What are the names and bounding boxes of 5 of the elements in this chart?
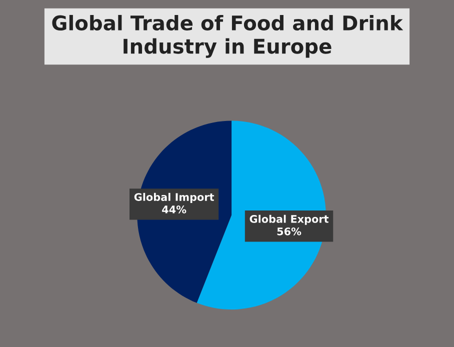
data-label: 44% [162, 206, 186, 214]
slice-label: Global Import [134, 192, 214, 203]
chart-title: Global Trade of Food and Drink Industry in Europe [52, 14, 404, 58]
data-label: 56% [277, 227, 302, 236]
slice-label: Global Export [250, 214, 329, 225]
